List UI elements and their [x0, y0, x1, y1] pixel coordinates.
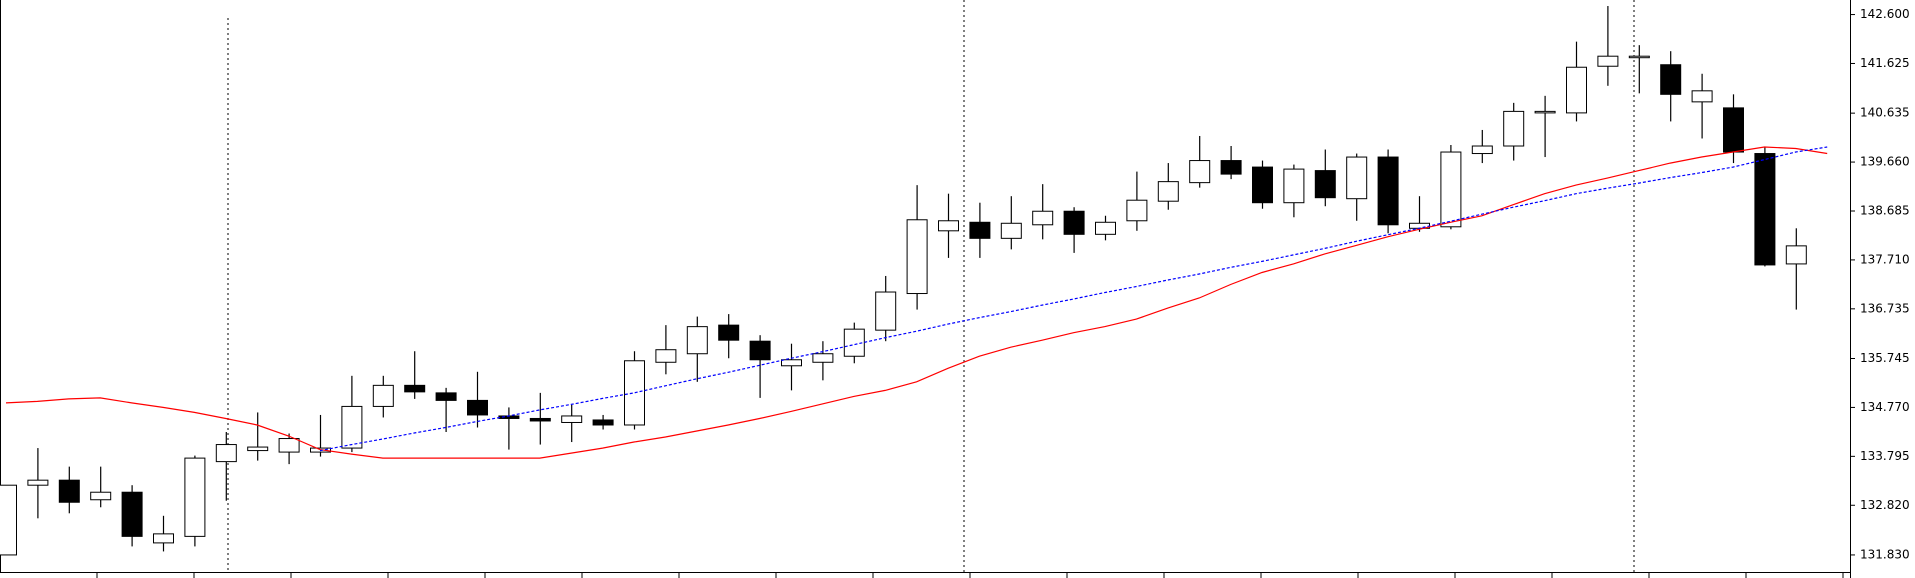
- candle-body: [1377, 156, 1399, 226]
- candle-body: [184, 457, 206, 537]
- y-tick-label: 135.745: [1860, 351, 1910, 365]
- candle-body: [592, 419, 614, 426]
- y-tick-label: 134.770: [1860, 400, 1910, 414]
- candle-body: [1095, 221, 1116, 235]
- y-tick-label: 138.685: [1860, 203, 1910, 217]
- candle-body: [1628, 55, 1650, 59]
- y-tick-label: 140.635: [1860, 106, 1910, 120]
- candle-body: [215, 444, 237, 463]
- candle-body: [718, 324, 740, 341]
- candle-body: [1000, 222, 1022, 239]
- candle-body: [1660, 64, 1682, 95]
- y-tick-label: 136.735: [1860, 301, 1910, 315]
- moving-average-line: [319, 146, 1828, 452]
- candle-body: [1252, 166, 1273, 204]
- candle-body: [561, 415, 583, 423]
- candle-body: [1597, 55, 1619, 67]
- candle-body: [404, 384, 426, 393]
- candle-body: [435, 392, 457, 401]
- candle-body: [781, 359, 802, 367]
- candle-body: [906, 219, 928, 295]
- y-tick-label: 132.820: [1860, 498, 1910, 512]
- candle-body: [843, 328, 865, 357]
- candle-body: [90, 491, 112, 501]
- candle-body: [121, 491, 143, 537]
- y-tick-label: 131.830: [1860, 547, 1910, 561]
- candle-body: [938, 220, 959, 232]
- candle-body: [969, 221, 991, 239]
- candle-body: [1503, 110, 1525, 147]
- candle-body: [1534, 110, 1556, 114]
- y-tick-label: 142.600: [1860, 7, 1910, 21]
- candle-body: [1032, 210, 1054, 226]
- y-tick-label: 139.660: [1860, 155, 1910, 169]
- candle-body: [655, 349, 677, 363]
- candle-body: [1471, 145, 1493, 155]
- candle-body: [686, 326, 708, 355]
- candle-body: [1283, 168, 1305, 204]
- candle-body: [1063, 210, 1085, 235]
- moving-average-line: [5, 146, 1828, 459]
- candle-body: [749, 340, 771, 361]
- candle-body: [58, 479, 80, 503]
- candle-body: [341, 405, 363, 449]
- candle-body: [27, 479, 49, 486]
- candle-body: [529, 417, 551, 422]
- candle-body: [372, 384, 394, 407]
- candle-body: [1754, 153, 1776, 266]
- candle-body: [1785, 245, 1807, 265]
- candle-body: [278, 438, 300, 453]
- candle-body: [1220, 160, 1242, 175]
- candle-body: [467, 399, 488, 416]
- candle-body: [1346, 156, 1368, 200]
- candle-body: [1314, 170, 1336, 199]
- y-tick-label: 137.710: [1860, 252, 1910, 266]
- candle-body: [1691, 90, 1713, 103]
- candle-body: [247, 446, 269, 452]
- candle-body: [1189, 160, 1211, 184]
- y-tick-label: 133.795: [1860, 449, 1910, 463]
- x-axis-ticks: [96, 572, 1844, 578]
- candle-body: [875, 291, 897, 331]
- candle-body: [0, 484, 17, 556]
- candle-body: [1566, 66, 1587, 114]
- candle-body: [1440, 151, 1462, 228]
- candle-body: [1126, 199, 1148, 222]
- candle-body: [624, 360, 645, 426]
- candle-body: [153, 533, 174, 544]
- candle-body: [1157, 181, 1179, 202]
- candle-body: [812, 353, 834, 363]
- candle-body: [1723, 107, 1744, 153]
- y-tick-label: 141.625: [1860, 56, 1910, 70]
